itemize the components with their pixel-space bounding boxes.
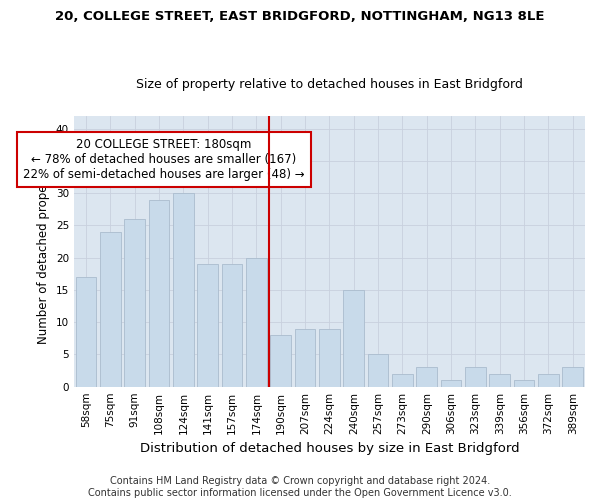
X-axis label: Distribution of detached houses by size in East Bridgford: Distribution of detached houses by size … (140, 442, 519, 455)
Bar (173, 193, 194, 386)
Bar (368, 354, 388, 386)
Bar (465, 368, 486, 386)
Bar (271, 335, 291, 386)
Bar (76, 277, 97, 386)
Bar (319, 328, 340, 386)
Title: Size of property relative to detached houses in East Bridgford: Size of property relative to detached ho… (136, 78, 523, 91)
Bar (149, 200, 169, 386)
Text: 20 COLLEGE STREET: 180sqm
← 78% of detached houses are smaller (167)
22% of semi: 20 COLLEGE STREET: 180sqm ← 78% of detac… (23, 138, 305, 182)
Bar (416, 368, 437, 386)
Bar (343, 290, 364, 386)
Bar (222, 264, 242, 386)
Y-axis label: Number of detached properties: Number of detached properties (37, 158, 50, 344)
Bar (490, 374, 510, 386)
Bar (197, 264, 218, 386)
Text: Contains HM Land Registry data © Crown copyright and database right 2024.
Contai: Contains HM Land Registry data © Crown c… (88, 476, 512, 498)
Bar (246, 258, 267, 386)
Bar (538, 374, 559, 386)
Bar (295, 328, 316, 386)
Bar (124, 219, 145, 386)
Bar (441, 380, 461, 386)
Bar (100, 232, 121, 386)
Bar (392, 374, 413, 386)
Bar (562, 368, 583, 386)
Bar (514, 380, 535, 386)
Text: 20, COLLEGE STREET, EAST BRIDGFORD, NOTTINGHAM, NG13 8LE: 20, COLLEGE STREET, EAST BRIDGFORD, NOTT… (55, 10, 545, 23)
